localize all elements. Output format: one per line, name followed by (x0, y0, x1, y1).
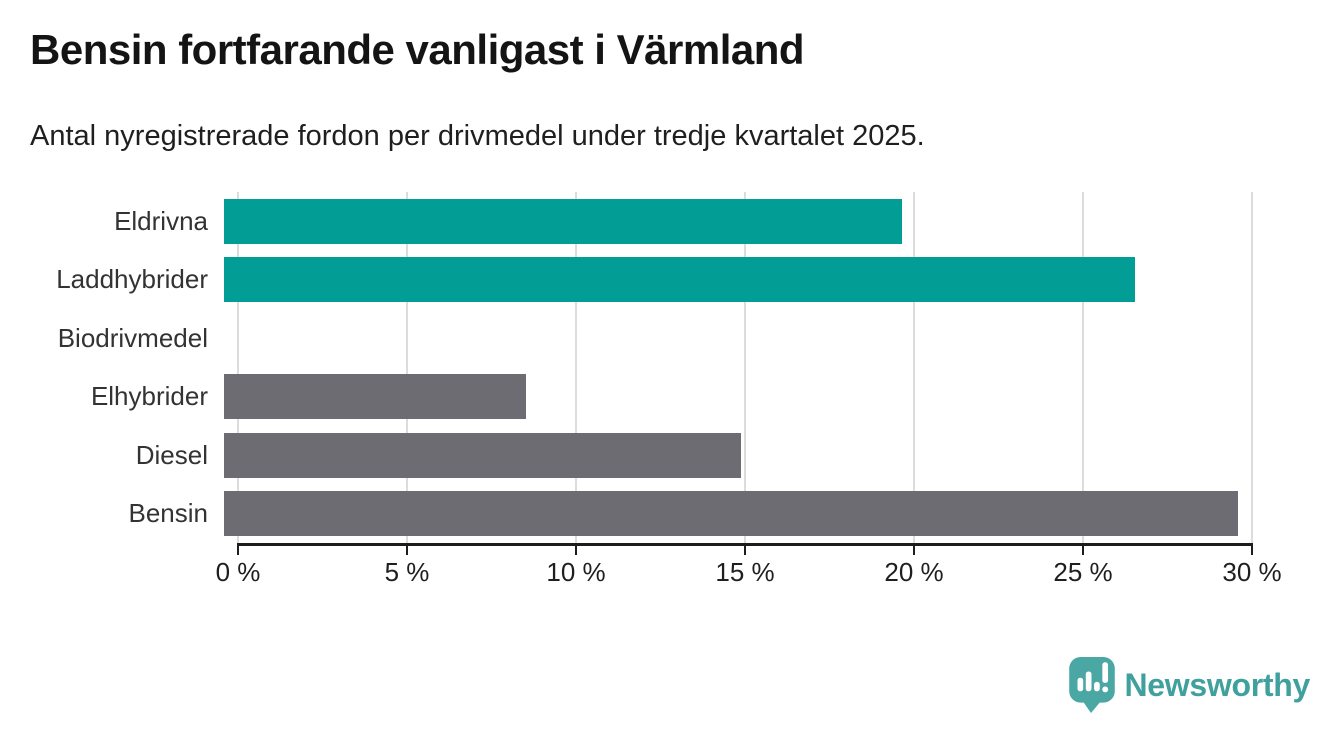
bar-rows: Eldrivna Laddhybrider Biodrivmedel Elhybrid… (0, 192, 1252, 543)
footer-brand: Newsworthy (1068, 656, 1311, 714)
bar-area (224, 309, 1252, 368)
axis-tick-label: 0 % (215, 557, 261, 587)
gridlines (237, 192, 1253, 543)
chart-subtitle: Antal nyregistrerade fordon per drivmede… (30, 120, 925, 152)
gridline (1082, 192, 1084, 543)
category-label-elhybrider: Elhybrider (90, 381, 208, 412)
chart-row: Eldrivna (0, 192, 1252, 251)
bar-diesel (224, 432, 742, 478)
chart-row: Laddhybrider (0, 251, 1252, 310)
gridline (913, 192, 915, 543)
bar-area (224, 192, 1252, 251)
gridline (744, 192, 746, 543)
bar-area (224, 426, 1252, 485)
bar-bensin (224, 491, 1239, 537)
axis-tick (237, 546, 239, 555)
category-label-biodrivmedel: Biodrivmedel (57, 322, 208, 353)
axis-tick-label: 30 % (1222, 557, 1282, 587)
bar-elhybrider (224, 374, 526, 420)
axis-tick-label: 15 % (715, 557, 775, 587)
x-axis-tick-labels: 0 % 5 % 10 % 15 % 20 % 25 % 30 % (216, 557, 1282, 589)
chart-title: Bensin fortfarande vanligast i Värmland (30, 26, 805, 73)
axis-tick-label: 10 % (546, 557, 606, 587)
axis-tick-label: 20 % (884, 557, 944, 587)
chart-row: Elhybrider (0, 368, 1252, 427)
category-label-laddhybrider: Laddhybrider (56, 264, 208, 295)
x-axis-ticks (237, 546, 1253, 556)
bar-area (224, 368, 1252, 427)
chart-row: Diesel (0, 426, 1252, 485)
gridline (237, 192, 239, 543)
axis-tick (1251, 546, 1253, 555)
brand-name: Newsworthy (1124, 666, 1311, 703)
gridline (406, 192, 408, 543)
chart-row: Bensin (0, 485, 1252, 544)
axis-tick (1082, 546, 1084, 555)
axis-tick (744, 546, 746, 555)
bar-eldrivna (224, 198, 903, 244)
bar-area (224, 251, 1252, 310)
axis-tick (406, 546, 408, 555)
newsworthy-logo-icon (1068, 656, 1116, 714)
gridline (1251, 192, 1253, 543)
axis-tick-label: 5 % (384, 557, 430, 587)
axis-tick (575, 546, 577, 555)
chart-row: Biodrivmedel (0, 309, 1252, 368)
bar-laddhybrider (224, 257, 1136, 303)
category-label-diesel: Diesel (135, 439, 208, 470)
gridline (575, 192, 577, 543)
axis-tick-label: 25 % (1053, 557, 1113, 587)
x-axis-line (237, 543, 1253, 546)
bar-area (224, 485, 1252, 544)
category-label-eldrivna: Eldrivna (114, 205, 208, 236)
axis-tick (913, 546, 915, 555)
category-label-bensin: Bensin (128, 498, 209, 529)
